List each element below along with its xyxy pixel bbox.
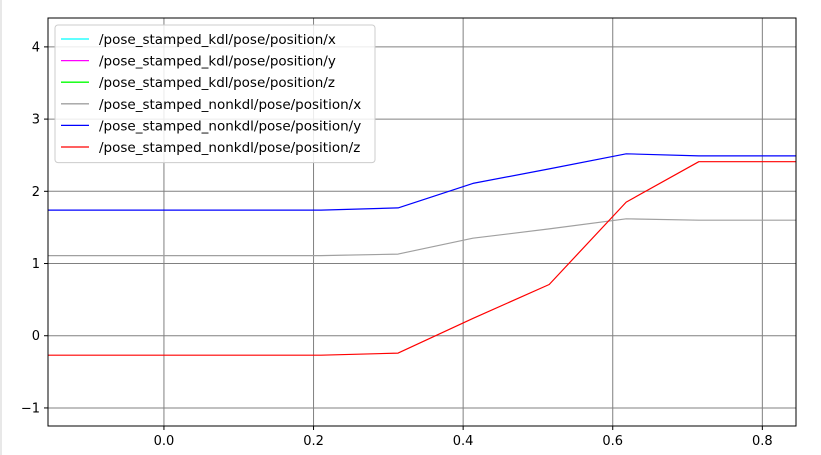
window-edge bbox=[0, 0, 2, 455]
legend-entry-label: /pose_stamped_kdl/pose/position/x bbox=[99, 32, 336, 48]
y-tick-label: −1 bbox=[21, 401, 40, 416]
series-line-3 bbox=[48, 218, 796, 257]
legend-entry-label: /pose_stamped_nonkdl/pose/position/y bbox=[99, 118, 361, 134]
series-lines bbox=[48, 153, 796, 356]
legend: /pose_stamped_kdl/pose/position/x/pose_s… bbox=[54, 24, 376, 164]
legend-box bbox=[54, 24, 376, 164]
legend-entry-label: /pose_stamped_nonkdl/pose/position/z bbox=[99, 140, 360, 156]
legend-entry-label: /pose_stamped_kdl/pose/position/y bbox=[99, 54, 336, 70]
x-tick-label: 0.0 bbox=[154, 434, 175, 449]
series-line-4 bbox=[48, 153, 796, 211]
legend-entry-label: /pose_stamped_nonkdl/pose/position/x bbox=[99, 97, 361, 113]
x-tick-label: 0.4 bbox=[453, 434, 474, 449]
x-tick-label: 0.2 bbox=[303, 434, 324, 449]
grid bbox=[48, 18, 796, 426]
y-tick-label: 0 bbox=[32, 329, 40, 344]
legend-entry-label: /pose_stamped_kdl/pose/position/z bbox=[99, 75, 335, 91]
y-tick-label: 4 bbox=[32, 40, 40, 55]
plot-frame bbox=[47, 17, 797, 427]
y-tick-label: 2 bbox=[32, 185, 40, 200]
x-tick-label: 0.6 bbox=[602, 434, 623, 449]
x-tick-label: 0.8 bbox=[752, 434, 773, 449]
y-tick-label: 1 bbox=[32, 257, 40, 272]
axis-ticks: 0.0 0.2 0.4 0.6 0.8 −1 0 1 2 3 4 bbox=[21, 40, 773, 449]
y-tick-label: 3 bbox=[32, 113, 40, 128]
series-line-5 bbox=[48, 161, 796, 356]
